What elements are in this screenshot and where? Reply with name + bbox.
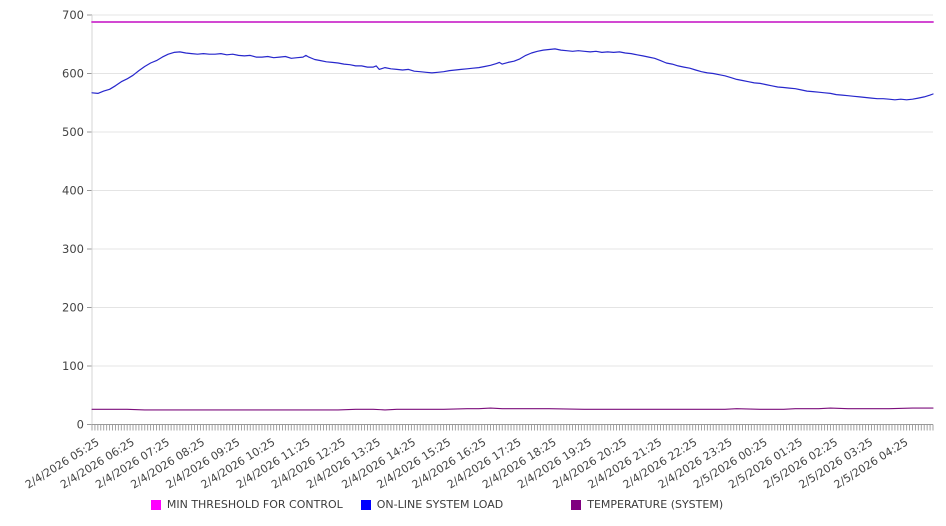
- legend-swatch-min-threshold-for-control: [150, 500, 161, 510]
- y-axis-label-300: 300: [62, 242, 84, 256]
- legend-label-on-line-system-load: ON-LINE SYSTEM LOAD: [376, 498, 504, 511]
- x-axis-minor-ticks: [91, 424, 934, 431]
- y-axis-label-400: 400: [62, 184, 84, 198]
- y-axis-label-0: 0: [77, 418, 84, 432]
- y-axis-label-500: 500: [62, 125, 84, 139]
- y-axis-label-200: 200: [62, 301, 84, 315]
- legend-item-on-line-system-load[interactable]: ON-LINE SYSTEM LOAD: [360, 498, 504, 511]
- legend-item-min-threshold-for-control[interactable]: MIN THRESHOLD FOR CONTROL: [150, 498, 343, 511]
- legend-label-min-threshold-for-control: MIN THRESHOLD FOR CONTROL: [166, 498, 343, 511]
- legend-label-temperature-system: TEMPERATURE (SYSTEM): [587, 498, 724, 511]
- y-axis-label-600: 600: [62, 67, 84, 81]
- y-axis-label-100: 100: [62, 359, 84, 373]
- y-axis-label-700: 700: [62, 8, 84, 22]
- series-temperature-system-line: [91, 407, 934, 411]
- legend-swatch-on-line-system-load: [360, 500, 371, 510]
- legend-swatch-temperature-system: [571, 500, 582, 510]
- chart-legend: MIN THRESHOLD FOR CONTROL ON-LINE SYSTEM …: [0, 495, 946, 515]
- legend-item-temperature-system[interactable]: TEMPERATURE (SYSTEM): [571, 499, 723, 511]
- series-on-line-system-load-line: [91, 48, 934, 101]
